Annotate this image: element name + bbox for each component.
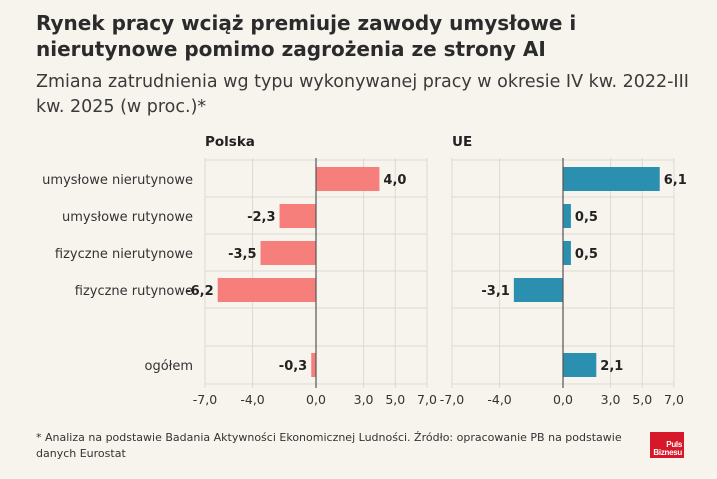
tick-label: -4,0 bbox=[487, 392, 511, 407]
tick-label: -7,0 bbox=[193, 392, 217, 407]
logo-line-1: Puls bbox=[666, 440, 682, 449]
bar-value-label: -3,5 bbox=[228, 247, 256, 262]
bar bbox=[311, 353, 316, 377]
bar bbox=[563, 241, 571, 265]
chart-subtitle: Zmiana zatrudnienia wg typu wykonywanej … bbox=[36, 72, 689, 117]
category-label: fizyczne rutynowe bbox=[75, 284, 193, 299]
bar-value-label: -2,3 bbox=[247, 210, 275, 225]
panel-title: Polska bbox=[205, 134, 255, 150]
bar bbox=[513, 278, 563, 302]
logo-line-2: Biznesu bbox=[653, 448, 682, 457]
bar bbox=[563, 353, 597, 377]
bar bbox=[563, 204, 571, 228]
tick-label: -4,0 bbox=[240, 392, 264, 407]
bar bbox=[279, 204, 316, 228]
bar bbox=[260, 241, 316, 265]
tick-label: 3,0 bbox=[601, 392, 621, 407]
puls-biznesu-logo: Puls Biznesu bbox=[650, 432, 684, 458]
bar-value-label: 0,5 bbox=[575, 210, 598, 225]
chart-title: Rynek pracy wciąż premiuje zawody umysło… bbox=[36, 11, 577, 61]
bar-value-label: -6,2 bbox=[185, 284, 213, 299]
tick-label: 0,0 bbox=[306, 392, 326, 407]
category-label: fizyczne nierutynowe bbox=[55, 247, 193, 262]
tick-label: 7,0 bbox=[417, 392, 437, 407]
bar bbox=[316, 167, 380, 191]
tick-label: 3,0 bbox=[354, 392, 374, 407]
bar bbox=[563, 167, 660, 191]
bar-value-label: 0,5 bbox=[575, 247, 598, 262]
panel-title: UE bbox=[452, 134, 472, 150]
bar-value-label: 4,0 bbox=[383, 173, 406, 188]
tick-label: -7,0 bbox=[440, 392, 464, 407]
tick-label: 7,0 bbox=[664, 392, 684, 407]
bar-value-label: 6,1 bbox=[664, 173, 687, 188]
category-label: umysłowe nierutynowe bbox=[42, 173, 193, 188]
bar-value-label: -3,1 bbox=[481, 284, 509, 299]
bar-chart: umysłowe nierutynowe umysłowe rutynowe fiz… bbox=[42, 134, 687, 407]
category-label: umysłowe rutynowe bbox=[62, 210, 193, 225]
bar-value-label: 2,1 bbox=[600, 359, 623, 374]
tick-label: 5,0 bbox=[385, 392, 405, 407]
category-label: ogółem bbox=[144, 359, 193, 374]
bar-value-label: -0,3 bbox=[279, 359, 307, 374]
tick-label: 5,0 bbox=[632, 392, 652, 407]
bar bbox=[217, 278, 316, 302]
tick-label: 0,0 bbox=[553, 392, 573, 407]
footnote: * Analiza na podstawie Badania Aktywnośc… bbox=[36, 431, 622, 460]
